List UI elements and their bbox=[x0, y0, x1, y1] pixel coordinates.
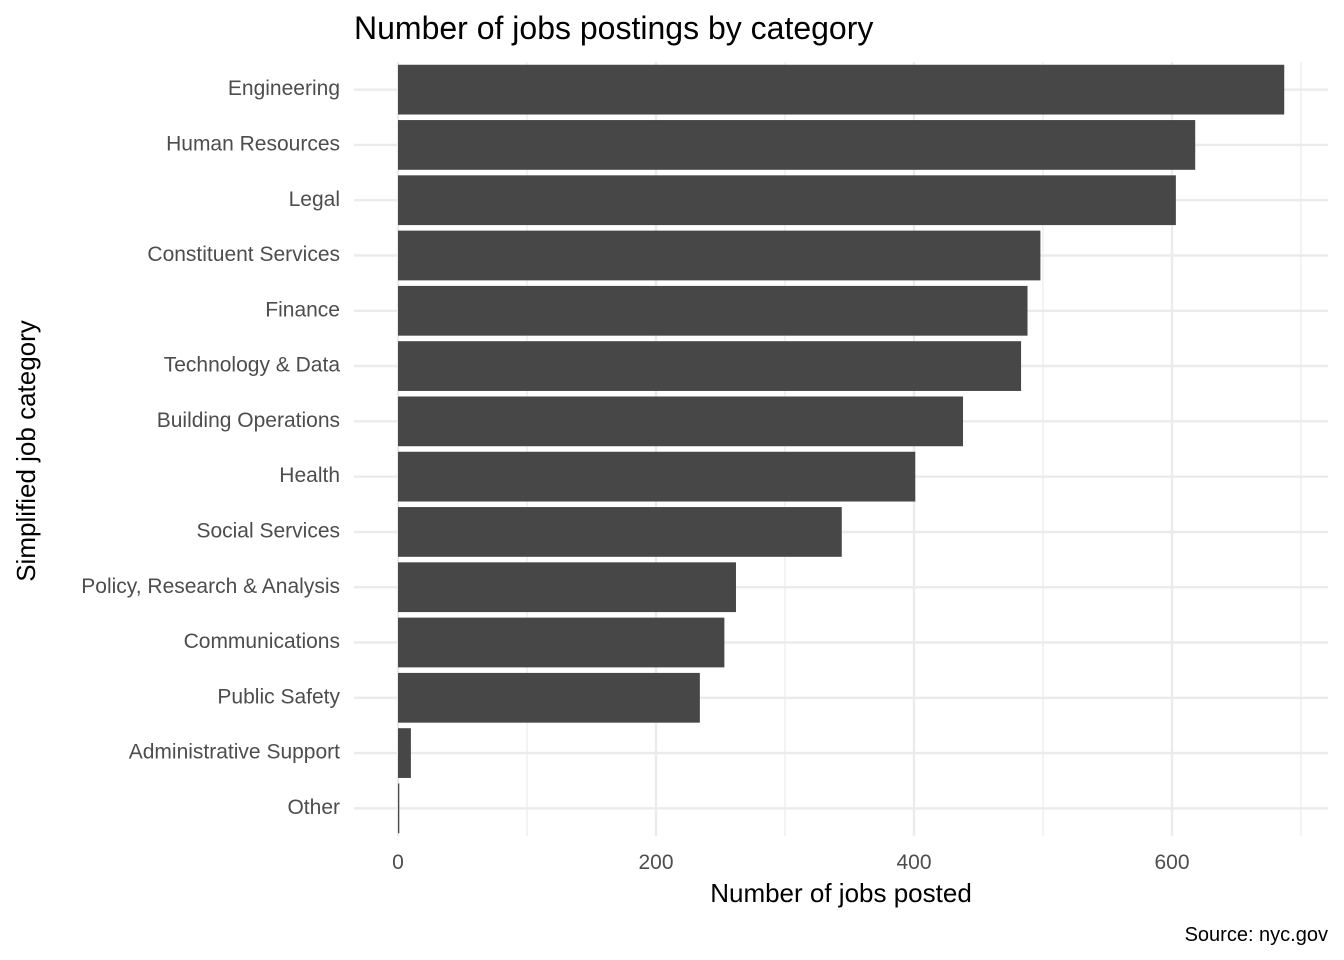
y-tick-label: Engineering bbox=[228, 77, 340, 100]
y-tick-label: Administrative Support bbox=[129, 741, 340, 764]
y-tick-label: Building Operations bbox=[157, 409, 340, 432]
y-tick-label: Legal bbox=[289, 188, 340, 211]
bar bbox=[398, 562, 736, 613]
y-tick-label: Public Safety bbox=[217, 685, 340, 708]
y-tick-label: Human Resources bbox=[166, 132, 340, 155]
y-tick-label: Communications bbox=[184, 630, 340, 653]
x-tick-label: 0 bbox=[392, 851, 404, 874]
chart-title: Number of jobs postings by category bbox=[354, 10, 873, 46]
x-tick-label: 600 bbox=[1154, 851, 1189, 874]
bar bbox=[398, 175, 1176, 226]
bar bbox=[398, 230, 1041, 281]
bar bbox=[398, 120, 1196, 170]
x-axis-tick-labels: 0 200 400 600 bbox=[392, 851, 1189, 874]
y-axis-tick-labels: Engineering Human Resources Legal Constitue… bbox=[81, 77, 340, 819]
bar bbox=[398, 672, 700, 723]
bar bbox=[398, 783, 400, 834]
y-tick-label: Other bbox=[287, 796, 340, 819]
bar bbox=[398, 285, 1028, 336]
x-axis-title: Number of jobs posted bbox=[710, 878, 972, 908]
bar bbox=[398, 728, 411, 778]
y-tick-label: Constituent Services bbox=[147, 243, 340, 266]
bar bbox=[398, 451, 916, 502]
bar bbox=[398, 396, 964, 447]
x-tick-label: 200 bbox=[638, 851, 673, 874]
y-tick-label: Social Services bbox=[196, 519, 340, 542]
bar bbox=[398, 617, 725, 668]
bars bbox=[398, 64, 1285, 834]
x-tick-label: 400 bbox=[896, 851, 931, 874]
bar bbox=[398, 64, 1285, 115]
chart-caption: Source: nyc.gov bbox=[1185, 924, 1328, 946]
y-tick-label: Finance bbox=[265, 298, 340, 321]
y-tick-label: Technology & Data bbox=[164, 354, 341, 377]
y-axis-title: Simplified job category bbox=[11, 320, 41, 582]
y-tick-label: Health bbox=[279, 464, 340, 487]
y-tick-label: Policy, Research & Analysis bbox=[81, 575, 340, 598]
bar bbox=[398, 507, 842, 557]
bar bbox=[398, 341, 1022, 391]
